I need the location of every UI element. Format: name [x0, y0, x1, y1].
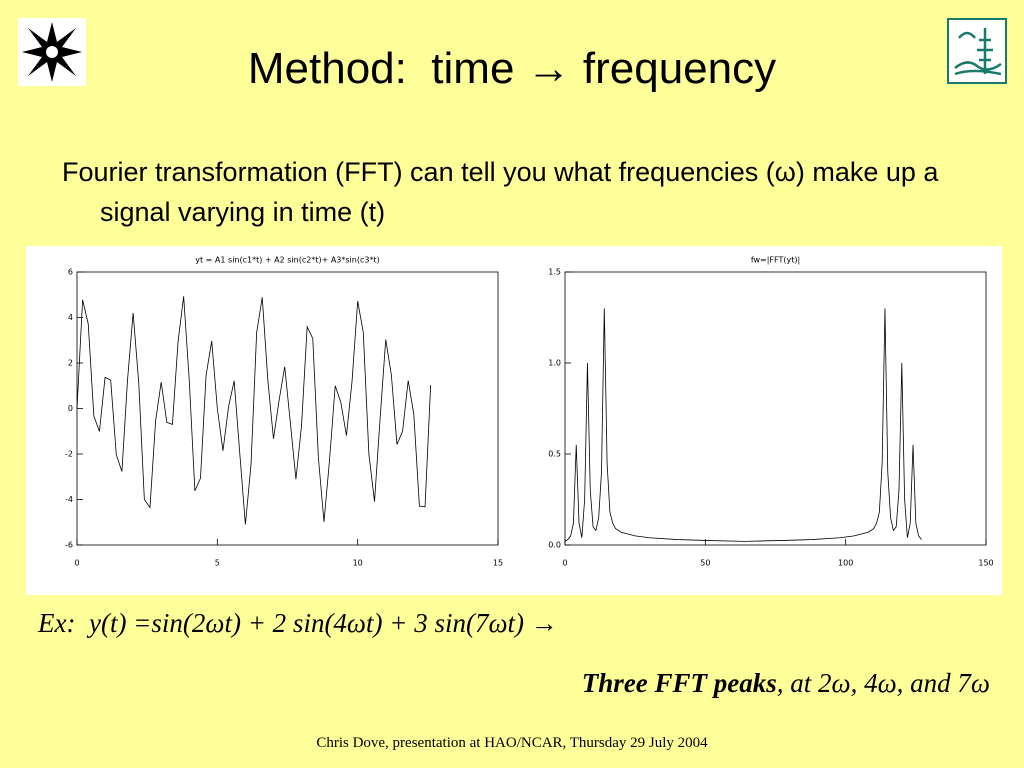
example-text: Ex: y(t) =sin(2ωt) + 2 sin(4ωt) + 3 sin(… [38, 608, 558, 638]
chart-title: fw=|FFT(yt)| [751, 256, 800, 265]
y-tick-label: 1.5 [548, 268, 561, 277]
plot-panel: yt = A1 sin(c1*t) + A2 sin(c2*t)+ A3*sin… [26, 246, 1002, 595]
y-tick-label: 0.5 [548, 450, 561, 459]
x-tick-label: 0 [74, 559, 79, 568]
x-tick-label: 10 [353, 559, 363, 568]
peaks-rest: , at 2ω, 4ω, and 7ω [776, 668, 990, 698]
y-tick-label: 2 [68, 359, 73, 368]
peaks-bold: Three FFT peaks [581, 668, 777, 698]
footer: Chris Dove, presentation at HAO/NCAR, Th… [316, 735, 708, 751]
peaks-text: Three FFT peaks, at 2ω, 4ω, and 7ω [582, 668, 990, 699]
x-tick-label: 150 [978, 559, 993, 568]
plot-frame [564, 271, 987, 546]
x-tick-label: 15 [493, 559, 503, 568]
y-tick-label: 4 [68, 313, 73, 322]
x-tick-label: 50 [700, 559, 710, 568]
y-tick-label: 6 [68, 268, 73, 277]
y-tick-label: 0.0 [548, 541, 561, 550]
data-line [76, 296, 432, 525]
y-tick-label: -2 [65, 450, 73, 459]
left-logo [18, 18, 86, 86]
bullet-text: Fourier transformation (FFT) can tell yo… [62, 157, 939, 227]
right-logo [947, 18, 1007, 84]
x-tick-label: 100 [838, 559, 853, 568]
x-tick-label: 5 [215, 559, 220, 568]
x-tick-label: 0 [562, 559, 567, 568]
slide-title: Method: time → frequency [247, 44, 777, 93]
y-tick-label: 1.0 [548, 359, 561, 368]
chart-title: yt = A1 sin(c1*t) + A2 sin(c2*t)+ A3*sin… [195, 256, 379, 265]
y-tick-label: 0 [68, 404, 73, 413]
data-line [564, 308, 922, 542]
y-tick-label: -6 [65, 541, 73, 550]
y-tick-label: -4 [65, 495, 73, 504]
